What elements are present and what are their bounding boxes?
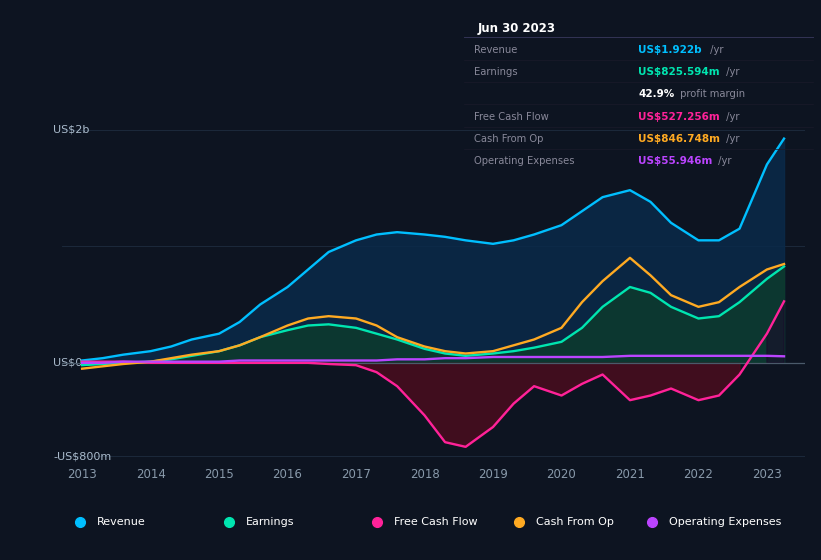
Text: /yr: /yr [722,111,739,122]
Text: Free Cash Flow: Free Cash Flow [394,517,478,527]
Text: Cash From Op: Cash From Op [535,517,613,527]
Text: US$0: US$0 [53,358,83,368]
Text: /yr: /yr [708,44,724,54]
Text: Operating Expenses: Operating Expenses [475,156,575,166]
Text: profit margin: profit margin [677,89,745,99]
Text: Revenue: Revenue [97,517,146,527]
Text: US$846.748m: US$846.748m [639,134,720,144]
Text: US$527.256m: US$527.256m [639,111,720,122]
Text: Free Cash Flow: Free Cash Flow [475,111,549,122]
Text: Jun 30 2023: Jun 30 2023 [478,22,556,35]
Text: /yr: /yr [715,156,732,166]
Text: US$1.922b: US$1.922b [639,44,702,54]
Text: Earnings: Earnings [475,67,518,77]
Text: US$825.594m: US$825.594m [639,67,720,77]
Text: Revenue: Revenue [475,44,518,54]
Text: -US$800m: -US$800m [53,451,112,461]
Text: Cash From Op: Cash From Op [475,134,544,144]
Text: /yr: /yr [722,134,739,144]
Text: Earnings: Earnings [245,517,295,527]
Text: US$55.946m: US$55.946m [639,156,713,166]
Text: /yr: /yr [722,67,739,77]
Text: 42.9%: 42.9% [639,89,675,99]
Text: US$2b: US$2b [53,124,89,134]
Text: Operating Expenses: Operating Expenses [669,517,782,527]
